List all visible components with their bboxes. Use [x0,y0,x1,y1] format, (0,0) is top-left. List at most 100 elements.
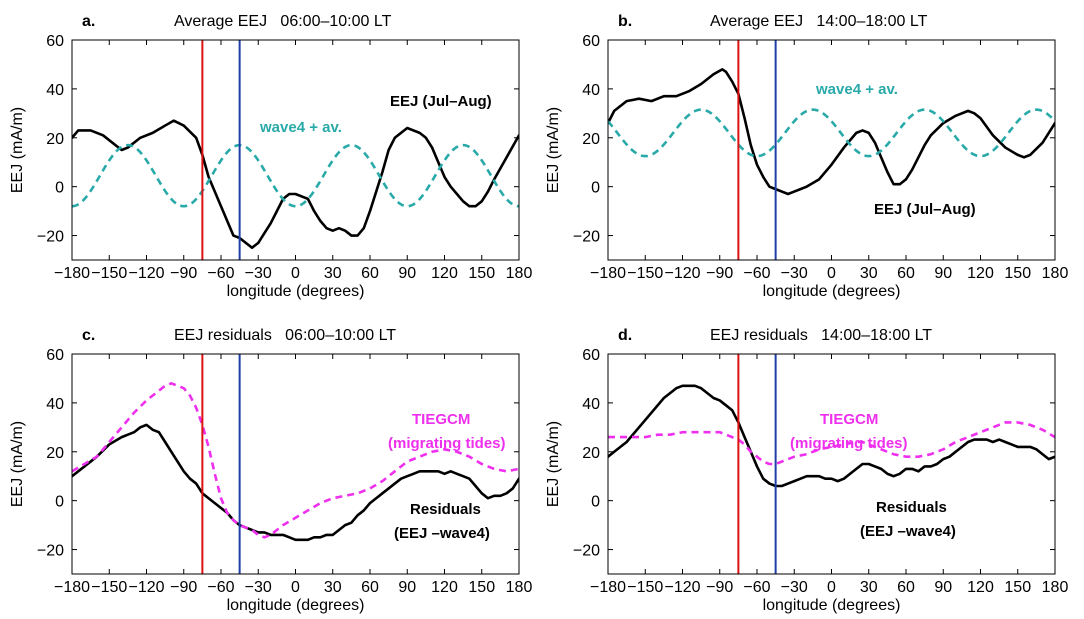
x-tick-label: 60 [897,579,915,596]
annotation-label: EEJ (Jul–Aug) [874,201,976,218]
y-tick-label: 20 [582,131,600,148]
annotation-label: TIEGCM [412,411,470,428]
y-tick-label: 20 [582,445,600,462]
panel-a: −180 −150 −120 −90 −60 −30 0 30 60 90 120 150 180 −20… [9,13,532,300]
y-tick-label: −20 [37,229,64,246]
y-tick-label: −20 [573,543,600,560]
x-tick-label: 90 [934,579,952,596]
x-tick-label: 60 [361,265,379,282]
x-tick-label: 120 [431,265,458,282]
annotation-label: Residuals [410,501,481,518]
x-tick-label: 0 [827,579,836,596]
x-tick-label: −30 [781,579,808,596]
y-tick-label: 20 [46,445,64,462]
chart-title: EEJ residuals 14:00–18:00 LT [710,327,932,344]
x-tick-label: −90 [170,265,197,282]
series-line-1 [72,143,519,208]
y-tick-label: 40 [46,82,64,99]
x-tick-label: 30 [860,265,878,282]
annotation-label: Residuals [876,499,947,516]
annotation-label: wave4 + av. [259,119,342,136]
plot-frame [607,39,1056,261]
x-tick-label: −150 [91,265,127,282]
x-tick-label: −180 [590,265,626,282]
x-tick-label: 180 [1042,579,1069,596]
x-tick-label: 180 [1042,265,1069,282]
annotation-label: (EEJ –wave4) [860,523,956,540]
y-tick-label: 60 [582,347,600,364]
series-line-0 [608,384,1055,488]
y-tick-label: 40 [582,396,600,413]
x-tick-label: −30 [781,265,808,282]
y-tick-label: 0 [591,494,600,511]
x-tick-label: −150 [91,579,127,596]
x-tick-label: 180 [506,265,533,282]
chart-title: EEJ residuals 06:00–10:00 LT [174,327,396,344]
panel-c: −180 −150 −120 −90 −60 −30 0 30 60 90 120 150 180 −20… [9,327,532,614]
x-tick-label: −30 [245,579,272,596]
annotation-label: TIEGCM [820,411,878,428]
x-tick-label: 60 [897,265,915,282]
x-tick-label: 150 [1004,579,1031,596]
x-tick-label: 120 [967,579,994,596]
y-tick-label: 0 [55,494,64,511]
x-tick-label: 0 [827,265,836,282]
y-axis-label: EEJ (mA/m) [9,107,26,193]
x-axis-label: longitude (degrees) [227,283,365,300]
x-tick-label: −30 [245,265,272,282]
series-line-0 [72,119,519,250]
y-tick-label: 40 [582,82,600,99]
x-axis-label: longitude (degrees) [763,597,901,614]
x-tick-label: 120 [431,579,458,596]
x-tick-label: −180 [54,579,90,596]
x-tick-label: −120 [128,265,164,282]
y-axis-label: EEJ (mA/m) [545,421,562,507]
x-tick-label: 30 [860,579,878,596]
annotation-label: wave4 + av. [815,81,898,98]
x-tick-label: 0 [291,265,300,282]
annotation-label: (migrating tides) [388,435,506,452]
x-tick-label: 90 [934,265,952,282]
annotation-label: EEJ (Jul–Aug) [390,93,492,110]
series-line-1 [608,108,1055,158]
x-tick-label: 30 [324,579,342,596]
y-tick-label: 0 [591,180,600,197]
x-tick-label: 120 [967,265,994,282]
x-tick-label: 90 [398,265,416,282]
x-tick-label: −120 [128,579,164,596]
series-line-0 [608,68,1055,196]
annotation-label: (migrating tides) [790,435,908,452]
y-tick-label: −20 [37,543,64,560]
x-tick-label: 150 [1004,265,1031,282]
y-tick-label: −20 [573,229,600,246]
x-axis-label: longitude (degrees) [227,597,365,614]
x-tick-label: −60 [743,579,770,596]
x-tick-label: −90 [170,579,197,596]
x-tick-label: 90 [398,579,416,596]
panel-d: −180 −150 −120 −90 −60 −30 0 30 60 90 120 150 180 −20… [545,327,1068,614]
series-line-1 [72,382,519,539]
x-tick-label: −180 [54,265,90,282]
x-tick-label: −90 [706,579,733,596]
x-tick-label: 0 [291,579,300,596]
x-tick-label: 150 [468,265,495,282]
x-tick-label: 150 [468,579,495,596]
x-tick-label: −120 [664,579,700,596]
y-tick-label: 20 [46,131,64,148]
y-axis-label: EEJ (mA/m) [545,107,562,193]
x-tick-label: −120 [664,265,700,282]
x-tick-label: 30 [324,265,342,282]
x-tick-label: −150 [627,265,663,282]
x-axis-label: longitude (degrees) [763,283,901,300]
annotation-label: (EEJ –wave4) [394,525,490,542]
x-tick-label: −60 [207,579,234,596]
series-line-0 [72,423,519,542]
chart-title: Average EEJ 06:00–10:00 LT [174,13,392,30]
series-line-1 [608,421,1055,466]
plot-frame [607,353,1056,575]
x-tick-label: −150 [627,579,663,596]
panel-letter: a. [82,13,95,30]
x-tick-label: −60 [743,265,770,282]
panel-letter: b. [618,13,632,30]
